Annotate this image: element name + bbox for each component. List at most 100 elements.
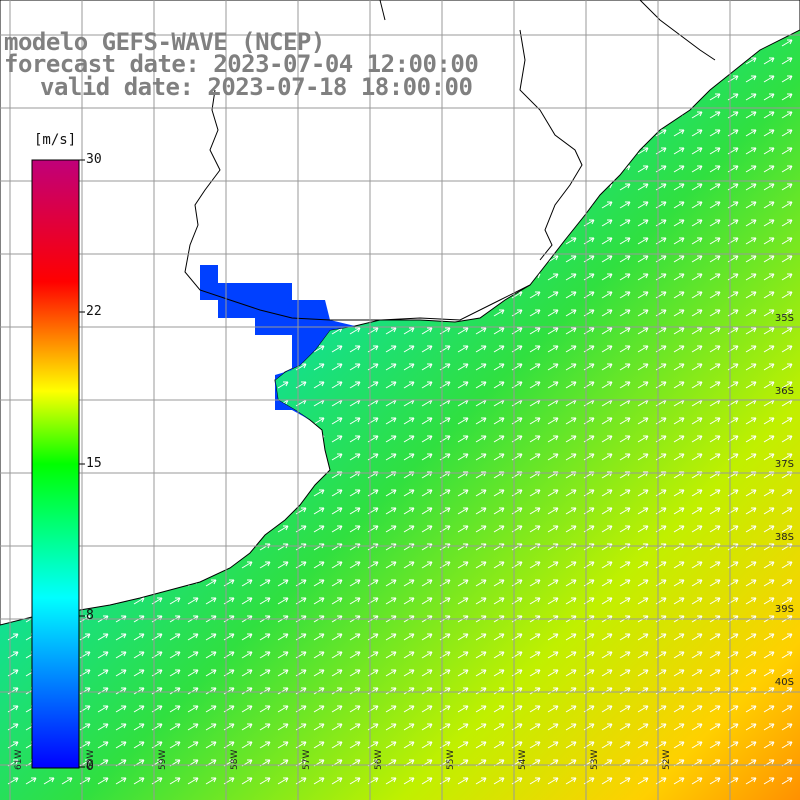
wind-arrow-icon (601, 723, 613, 731)
wind-arrow-icon (565, 237, 577, 245)
wind-arrow-icon (529, 327, 541, 335)
wind-arrow-icon (529, 669, 541, 677)
wind-arrow-icon (745, 561, 757, 569)
wind-arrow-icon (493, 723, 505, 731)
wind-arrow-icon (781, 327, 793, 335)
wind-arrow-icon (745, 525, 757, 533)
wind-arrow-icon (475, 723, 487, 731)
wind-arrow-icon (493, 417, 505, 425)
wind-arrow-icon (385, 687, 397, 695)
wind-arrow-icon (547, 723, 559, 731)
wind-arrow-icon (493, 597, 505, 605)
wind-arrow-icon (745, 201, 757, 209)
wind-arrow-icon (457, 417, 469, 425)
wind-arrow-icon (565, 291, 577, 299)
wind-arrow-icon (673, 183, 685, 191)
wind-arrow-icon (331, 597, 343, 605)
wind-arrow-icon (763, 597, 775, 605)
wind-arrow-icon (277, 687, 289, 695)
wind-arrow-icon (637, 489, 649, 497)
wind-arrow-icon (493, 705, 505, 713)
wind-arrow-icon (349, 417, 361, 425)
wind-arrow-icon (97, 669, 109, 677)
wind-arrow-icon (691, 165, 703, 173)
wind-arrow-icon (691, 111, 703, 119)
wind-arrow-icon (385, 723, 397, 731)
wind-arrow-icon (619, 345, 631, 353)
wind-arrow-icon (547, 417, 559, 425)
wind-arrow-icon (331, 561, 343, 569)
wind-arrow-icon (133, 741, 145, 749)
wind-arrow-icon (781, 417, 793, 425)
wind-arrow-icon (601, 453, 613, 461)
wind-arrow-icon (781, 165, 793, 173)
wind-arrow-icon (493, 345, 505, 353)
wind-arrow-icon (547, 777, 559, 785)
wind-arrow-icon (763, 165, 775, 173)
wind-arrow-icon (619, 381, 631, 389)
wind-arrow-icon (529, 633, 541, 641)
wind-arrow-icon (331, 579, 343, 587)
wind-arrow-icon (421, 525, 433, 533)
wind-arrow-icon (349, 561, 361, 569)
wind-arrow-icon (619, 291, 631, 299)
wind-arrow-icon (421, 381, 433, 389)
wind-arrow-icon (691, 705, 703, 713)
wind-arrow-icon (619, 273, 631, 281)
wind-arrow-icon (133, 687, 145, 695)
wind-arrow-icon (691, 687, 703, 695)
wind-arrow-icon (187, 705, 199, 713)
wind-arrow-icon (673, 129, 685, 137)
longitude-label: 59W (158, 749, 168, 770)
wind-arrow-icon (259, 669, 271, 677)
wind-arrow-icon (313, 363, 325, 371)
wind-arrow-icon (529, 489, 541, 497)
wind-arrow-icon (673, 507, 685, 515)
wind-arrow-icon (331, 363, 343, 371)
wind-arrow-icon (403, 417, 415, 425)
wind-arrow-icon (403, 363, 415, 371)
wind-arrow-icon (277, 777, 289, 785)
wind-arrow-icon (619, 417, 631, 425)
wind-arrow-icon (673, 165, 685, 173)
latitude-label: 36S (774, 386, 794, 397)
wind-arrow-icon (385, 363, 397, 371)
wind-arrow-icon (403, 633, 415, 641)
wind-arrow-icon (619, 777, 631, 785)
wind-arrow-icon (457, 723, 469, 731)
wind-arrow-icon (781, 435, 793, 443)
wind-arrow-icon (241, 561, 253, 569)
wind-arrow-icon (331, 687, 343, 695)
wind-arrow-icon (781, 651, 793, 659)
wind-arrow-icon (475, 525, 487, 533)
wind-arrow-icon (187, 597, 199, 605)
wind-arrow-icon (565, 327, 577, 335)
wind-arrow-icon (421, 597, 433, 605)
wind-arrow-icon (205, 723, 217, 731)
wind-arrow-icon (313, 345, 325, 353)
wind-arrow-icon (421, 363, 433, 371)
longitude-label: 60W (86, 749, 96, 770)
wind-arrow-icon (133, 651, 145, 659)
wind-arrow-icon (277, 723, 289, 731)
wind-arrow-icon (277, 669, 289, 677)
wind-arrow-icon (331, 669, 343, 677)
wind-arrow-icon (745, 57, 757, 65)
wind-arrow-icon (601, 507, 613, 515)
wind-arrow-icon (493, 363, 505, 371)
wind-arrow-icon (259, 705, 271, 713)
wind-arrow-icon (745, 435, 757, 443)
wind-arrow-icon (457, 705, 469, 713)
wind-arrow-icon (529, 291, 541, 299)
longitude-label: 58W (230, 749, 240, 770)
wind-arrow-icon (781, 363, 793, 371)
wind-arrow-icon (673, 363, 685, 371)
wind-arrow-icon (349, 597, 361, 605)
wind-arrow-icon (763, 57, 775, 65)
wind-arrow-icon (97, 723, 109, 731)
colorbar-tick-label: 22 (86, 304, 102, 319)
wind-arrow-icon (403, 669, 415, 677)
wind-arrow-icon (691, 525, 703, 533)
wind-arrow-icon (475, 363, 487, 371)
